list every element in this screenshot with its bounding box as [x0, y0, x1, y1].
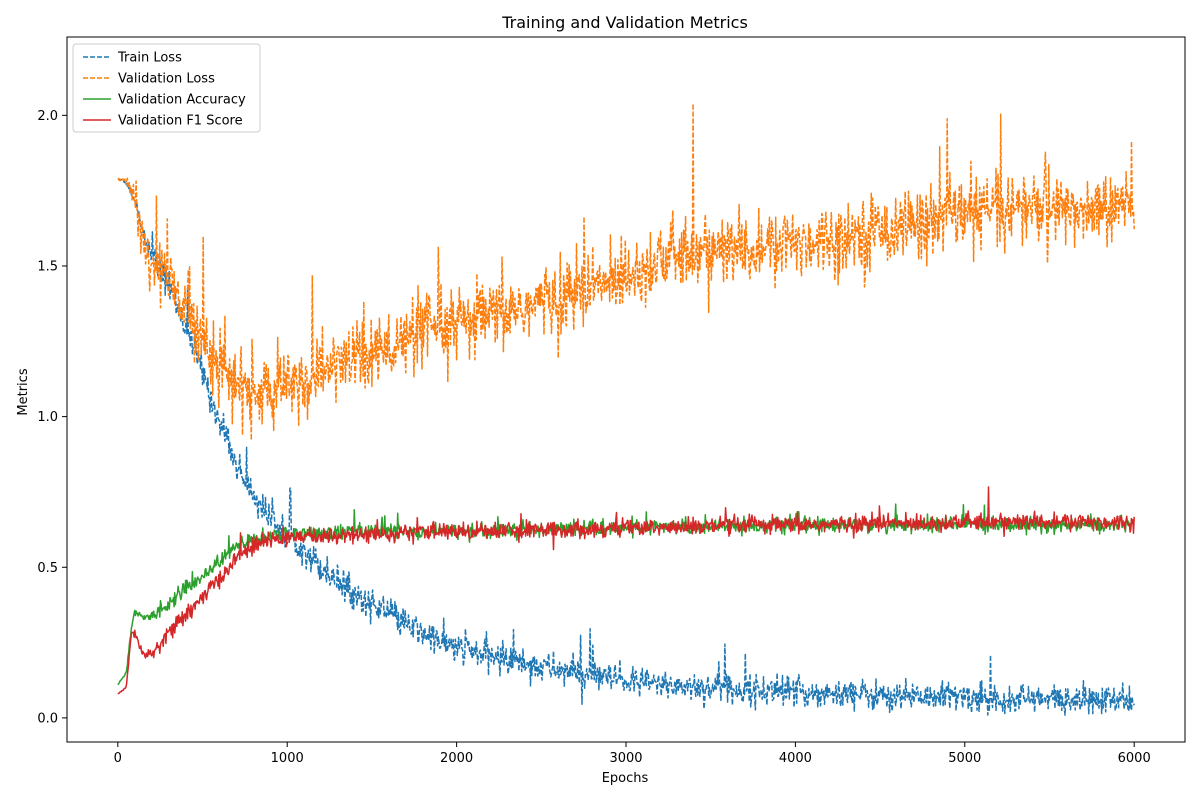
legend-label: Validation Accuracy	[118, 93, 246, 108]
y-tick-label: 0.0	[37, 711, 58, 726]
legend-label: Validation Loss	[118, 72, 215, 87]
legend-box	[72, 43, 261, 133]
x-tick-label: 4000	[779, 751, 812, 766]
x-tick-label: 5000	[948, 751, 981, 766]
series-line-validation-f1-score	[117, 486, 1135, 695]
series-line-validation-loss	[117, 102, 1135, 441]
x-tick-label: 2000	[440, 751, 473, 766]
x-tick-label: 0	[114, 751, 122, 766]
x-tick-label: 3000	[609, 751, 642, 766]
x-tick-label: 1000	[271, 751, 304, 766]
chart-title: Training and Validation Metrics	[501, 13, 748, 32]
plot-area	[117, 102, 1135, 716]
y-tick-label: 2.0	[37, 109, 58, 124]
x-tick-label: 6000	[1118, 751, 1151, 766]
series-line-validation-accuracy	[117, 503, 1135, 686]
legend-label: Validation F1 Score	[118, 114, 243, 129]
y-tick-label: 1.5	[37, 259, 58, 274]
x-axis-title: Epochs	[602, 771, 649, 786]
y-axis-title: Metrics	[16, 368, 31, 415]
y-tick-label: 0.5	[37, 561, 58, 576]
axes: 0 1000 2000 3000 4000 5000 6000 0.0 0.5 1.0 1.5 2.0	[37, 36, 1186, 766]
legend-label: Train Loss	[117, 51, 182, 66]
y-tick-label: 1.0	[37, 410, 58, 425]
legend: Train Loss Validation Loss Validation Accu…	[72, 43, 261, 133]
